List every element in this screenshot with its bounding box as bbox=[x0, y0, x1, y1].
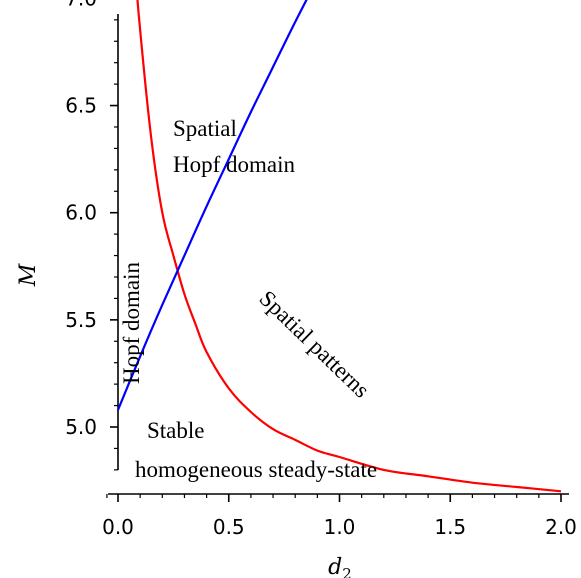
series-group bbox=[116, 0, 562, 493]
y-axis-title: M bbox=[16, 263, 41, 287]
annotations: Spatial Hopf domain Hopf domain Spatial … bbox=[119, 116, 377, 482]
blue-curve bbox=[116, 0, 308, 411]
annotation-spatial-patterns: Spatial patterns bbox=[255, 286, 375, 403]
annotation-spatial-hopf-line1: Spatial bbox=[173, 116, 237, 141]
y-tick-label: 7.0 bbox=[65, 0, 97, 10]
x-tick-label: 2.0 bbox=[545, 515, 577, 539]
x-tick-label: 1.5 bbox=[434, 515, 466, 539]
x-tick-label: 1.0 bbox=[324, 515, 356, 539]
y-tick-label: 6.5 bbox=[65, 94, 97, 118]
x-tick-label: 0.0 bbox=[102, 515, 134, 539]
y-tick-label: 5.0 bbox=[65, 415, 97, 439]
y-tick-label: 6.0 bbox=[65, 201, 97, 225]
annotation-spatial-hopf-line2: Hopf domain bbox=[173, 152, 296, 177]
y-tick-label: 5.5 bbox=[65, 308, 97, 332]
red-curve bbox=[136, 0, 562, 493]
x-axis-title: d2 bbox=[328, 555, 352, 578]
annotation-hopf-domain: Hopf domain bbox=[119, 261, 144, 384]
annotation-stable-line2: homogeneous steady-state bbox=[135, 457, 377, 482]
x-tick-label: 0.5 bbox=[213, 515, 245, 539]
annotation-stable-line1: Stable bbox=[147, 418, 205, 443]
axes: 0.00.51.01.52.05.05.56.06.57.07.58.08.5d… bbox=[16, 0, 577, 578]
